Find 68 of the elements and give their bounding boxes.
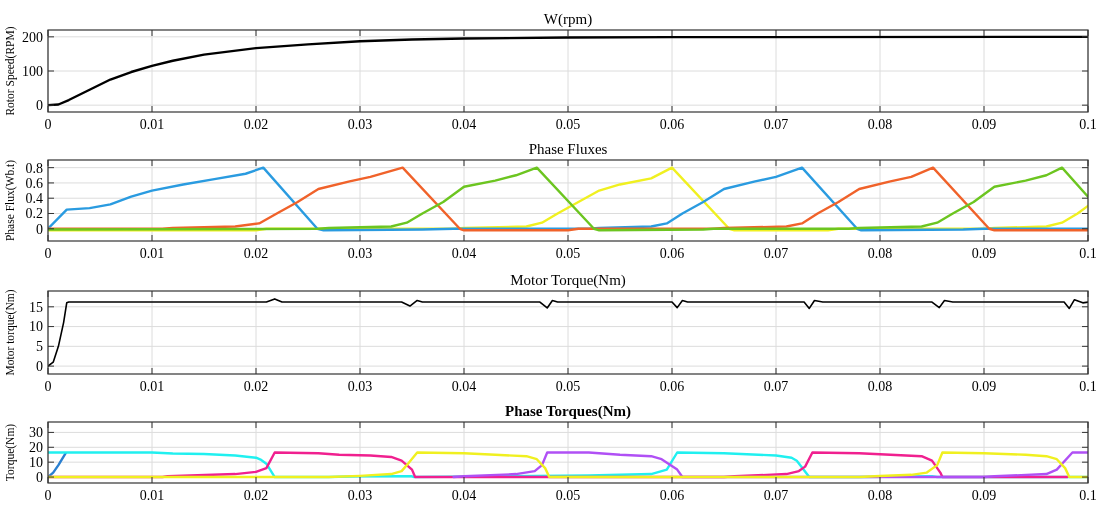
y-tick-label: 0 <box>36 221 43 237</box>
line-series <box>48 35 1088 107</box>
y-axis-title: Rotor Speed(RPM) <box>4 26 17 116</box>
y-tick-label: 0.8 <box>25 160 43 176</box>
y-tick-label: 0 <box>36 98 43 114</box>
chart-title: Phase Torques(Nm) <box>505 403 631 420</box>
y-tick-label: 5 <box>36 339 43 355</box>
y-axis-title: Torque(Nm) <box>4 423 17 482</box>
x-tick-label: 0.07 <box>763 117 789 132</box>
x-tick-label: 0.09 <box>971 488 997 503</box>
x-tick-label: 0.1 <box>1079 246 1097 261</box>
x-tick-label: 0.06 <box>659 246 685 261</box>
chart-title: W(rpm) <box>543 11 593 28</box>
y-tick-label: 15 <box>29 299 43 315</box>
x-tick-label: 0.01 <box>139 379 165 394</box>
x-tick-label: 0.01 <box>139 488 165 503</box>
x-tick-label: 0.03 <box>347 379 373 394</box>
y-tick-label: 20 <box>29 440 43 456</box>
x-tick-label: 0.08 <box>867 488 893 503</box>
x-tick-label: 0.04 <box>451 488 477 503</box>
x-tick-label: 0.1 <box>1079 117 1097 132</box>
x-tick-label: 0.03 <box>347 246 373 261</box>
line-series <box>48 166 1088 232</box>
chart-title: Phase Fluxes <box>528 141 608 157</box>
x-tick-label: 0.07 <box>763 379 789 394</box>
x-tick-label: 0.07 <box>763 246 789 261</box>
y-tick-label: 0.4 <box>25 191 43 207</box>
y-tick-label: 10 <box>29 455 43 471</box>
line-series <box>48 452 67 479</box>
x-tick-label: 0.03 <box>347 488 373 503</box>
y-axis-title: Motor torque(Nm) <box>4 289 17 376</box>
y-tick-label: 30 <box>29 425 43 441</box>
x-tick-label: 0.05 <box>555 117 581 132</box>
y-axis-title: Phase Flux(Wb.t) <box>4 159 17 242</box>
x-tick-label: 0.05 <box>555 379 581 394</box>
line-series <box>48 298 1088 367</box>
x-tick-label: 0.08 <box>867 379 893 394</box>
x-tick-label: 0.01 <box>139 117 165 132</box>
x-tick-label: 0.05 <box>555 488 581 503</box>
x-tick-label: 0.1 <box>1079 488 1097 503</box>
x-tick-label: 0.06 <box>659 488 685 503</box>
x-tick-label: 0.06 <box>659 379 685 394</box>
x-tick-label: 0.06 <box>659 117 685 132</box>
x-tick-label: 0.07 <box>763 488 789 503</box>
x-tick-label: 0.1 <box>1079 379 1097 394</box>
x-tick-label: 0.09 <box>971 117 997 132</box>
x-tick-label: 0.04 <box>451 117 477 132</box>
y-tick-label: 0.6 <box>25 175 43 191</box>
y-tick-label: 100 <box>22 63 43 79</box>
x-tick-label: 0.02 <box>243 246 269 261</box>
x-tick-label: 0.01 <box>139 246 165 261</box>
x-tick-label: 0.02 <box>243 379 269 394</box>
x-tick-label: 0.04 <box>451 246 477 261</box>
x-tick-label: 0.02 <box>243 117 269 132</box>
x-tick-label: 0.03 <box>347 117 373 132</box>
y-tick-label: 10 <box>29 319 43 335</box>
x-tick-label: 0.02 <box>243 488 269 503</box>
x-tick-label: 0.08 <box>867 246 893 261</box>
x-tick-label: 0.05 <box>555 246 581 261</box>
y-tick-label: 0 <box>36 359 43 374</box>
x-tick-label: 0.08 <box>867 117 893 132</box>
x-tick-label: 0.09 <box>971 246 997 261</box>
x-tick-label: 0.04 <box>451 379 477 394</box>
x-tick-label: 0.09 <box>971 379 997 394</box>
y-tick-label: 0 <box>36 469 43 485</box>
y-tick-label: 0.2 <box>25 206 43 222</box>
chart-title: Motor Torque(Nm) <box>510 272 626 289</box>
y-tick-label: 200 <box>22 29 43 45</box>
